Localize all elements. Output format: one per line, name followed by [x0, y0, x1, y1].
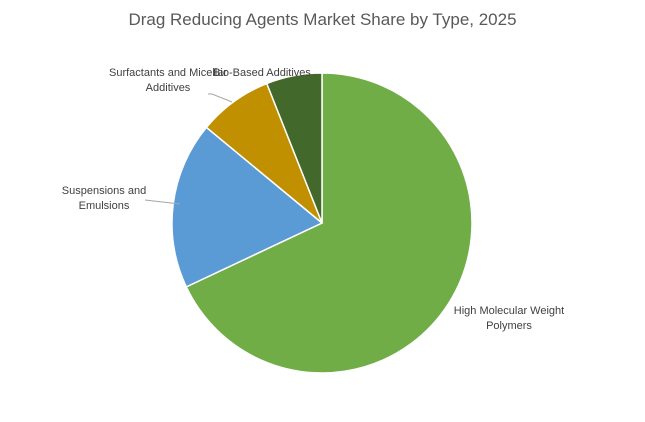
slice-label: Bio-Based Additives — [213, 67, 311, 79]
slice-label: Surfactants and Micellar Additives — [109, 67, 227, 94]
pie-slice-suspensions-and-emulsions — [171, 126, 324, 288]
leader-line — [144, 199, 181, 205]
slice-label: Suspensions and Emulsions — [62, 185, 146, 212]
pie-slice-high-molecular-weight-polymers — [185, 72, 473, 374]
leader-line — [208, 93, 233, 103]
chart-title: Drag Reducing Agents Market Share by Typ… — [128, 10, 517, 29]
pie-slice-bio-based-additives — [265, 72, 323, 224]
slice-label: High Molecular Weight Polymers — [454, 305, 564, 332]
